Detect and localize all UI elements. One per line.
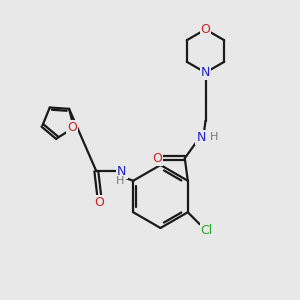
Text: H: H	[209, 132, 218, 142]
Text: O: O	[201, 23, 210, 36]
Text: Cl: Cl	[201, 224, 213, 237]
Text: O: O	[152, 152, 162, 165]
Text: N: N	[196, 130, 206, 144]
Text: H: H	[116, 176, 124, 186]
Text: O: O	[68, 121, 77, 134]
Text: N: N	[117, 165, 127, 178]
Text: N: N	[201, 66, 210, 79]
Text: O: O	[94, 196, 104, 209]
